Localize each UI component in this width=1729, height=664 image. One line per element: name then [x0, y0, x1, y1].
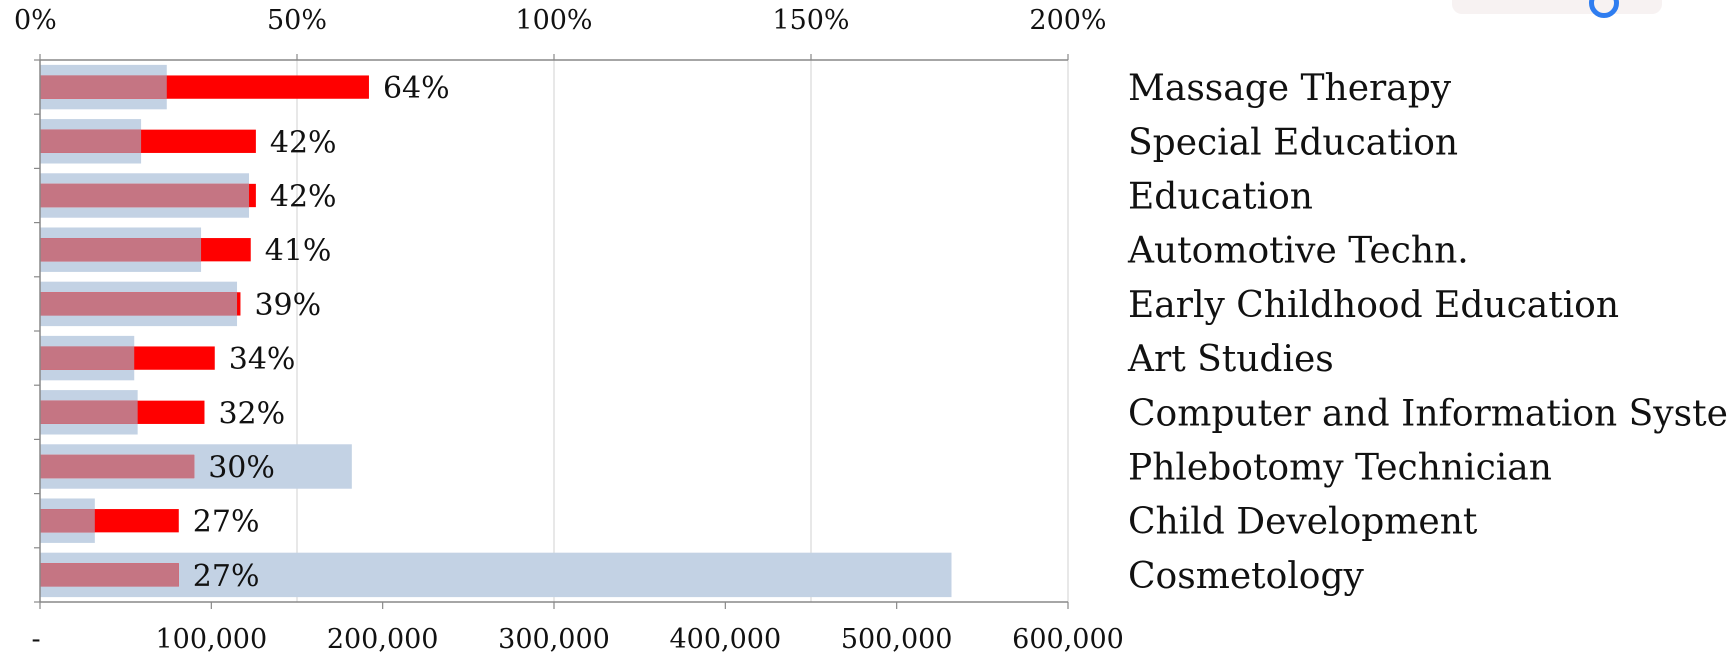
bar-overlap: [40, 129, 142, 153]
bars: [40, 64, 952, 598]
category-labels: Massage Therapy Special Education Educatio…: [1127, 68, 1729, 597]
bottom-axis-tick-labels: - 100,000 200,000 300,000 400,000 500,000 600,…: [31, 624, 1123, 655]
top-axis-tick-label: 0%: [14, 5, 57, 36]
bar-overlap: [40, 238, 202, 262]
bottom-axis-tick-label: 300,000: [498, 624, 610, 655]
data-labels: 64% 42% 42% 41% 39% 34% 32% 30% 27% 27%: [193, 71, 450, 594]
bar-overlap: [40, 454, 195, 479]
bar-overlap: [40, 292, 238, 316]
data-label: 34%: [229, 342, 296, 377]
bar-overlap: [40, 563, 179, 587]
bottom-axis-tick-label: -: [31, 624, 40, 655]
bottom-axis-tick-label: 100,000: [156, 624, 268, 655]
top-axis-tick-labels: 0% 50% 100% 150% 200%: [14, 5, 1107, 36]
top-axis-tick-label: 200%: [1029, 5, 1106, 36]
category-label: Computer and Information Systems: [1128, 393, 1729, 434]
data-label: 42%: [270, 180, 337, 215]
category-label: Phlebotomy Technician: [1128, 448, 1552, 489]
gridlines: [296, 60, 1069, 602]
data-label: 27%: [193, 559, 260, 594]
category-label: Cosmetology: [1128, 556, 1365, 597]
bar-overlap: [40, 400, 138, 424]
category-label: Massage Therapy: [1128, 68, 1452, 109]
population-bar: [40, 552, 952, 598]
category-label: Education: [1128, 177, 1313, 218]
category-label: Early Childhood Education: [1128, 285, 1619, 326]
data-label: 41%: [265, 234, 332, 269]
category-label: Automotive Techn.: [1127, 231, 1469, 272]
data-label: 42%: [270, 125, 337, 160]
bar-overlap: [40, 346, 135, 370]
top-axis-tick-label: 50%: [267, 5, 327, 36]
data-label: 39%: [254, 288, 321, 323]
bar-overlap: [40, 509, 95, 533]
bottom-axis-tick-label: 400,000: [670, 624, 782, 655]
bottom-axis-tick-label: 600,000: [1012, 624, 1124, 655]
bottom-axis-tick-label: 500,000: [841, 624, 953, 655]
bar-overlap: [40, 75, 167, 99]
bar-overlap: [40, 183, 250, 208]
category-label: Art Studies: [1127, 339, 1334, 380]
corner-logo-icon: [1589, 0, 1619, 18]
data-label: 32%: [218, 396, 285, 431]
data-label: 27%: [193, 505, 260, 540]
data-label: 64%: [383, 71, 450, 106]
data-label: 30%: [208, 451, 275, 486]
top-axis-tick-label: 100%: [515, 5, 592, 36]
top-axis-tick-label: 150%: [772, 5, 849, 36]
bottom-axis-tick-label: 200,000: [327, 624, 439, 655]
corner-badge: [1452, 0, 1662, 14]
axes: [34, 54, 1069, 609]
category-label: Child Development: [1128, 502, 1478, 543]
category-label: Special Education: [1128, 122, 1458, 163]
